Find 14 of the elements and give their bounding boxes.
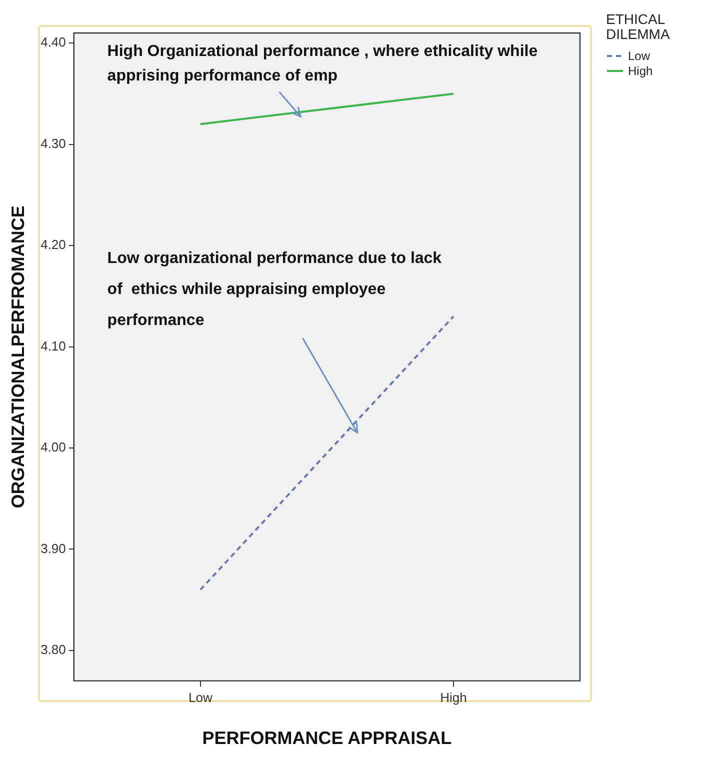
legend-label: Low: [628, 48, 650, 62]
y-tick-label: 4.20: [40, 237, 66, 252]
y-axis-title: ORGANIZATIONALPERFROMANCE: [8, 206, 28, 508]
annotation: High Organizational performance , where ethicality while apprising performance of emp: [107, 42, 542, 85]
y-tick-label: 3.80: [40, 642, 66, 658]
annotation: Low organizational performance due to lack of ethics while appraising employee performance: [107, 250, 442, 330]
y-tick-label: 4.10: [40, 338, 66, 354]
legend-title: ETHICAL DILEMMA: [606, 11, 671, 42]
x-axis-title: PERFORMANCE APPRAISAL: [202, 728, 452, 748]
y-tick-label: 4.30: [40, 136, 66, 151]
legend-label: High: [628, 64, 653, 78]
y-tick-label: 4.40: [40, 34, 66, 50]
y-tick-label: 3.90: [40, 540, 66, 556]
y-tick-label: 4.00: [40, 440, 66, 455]
